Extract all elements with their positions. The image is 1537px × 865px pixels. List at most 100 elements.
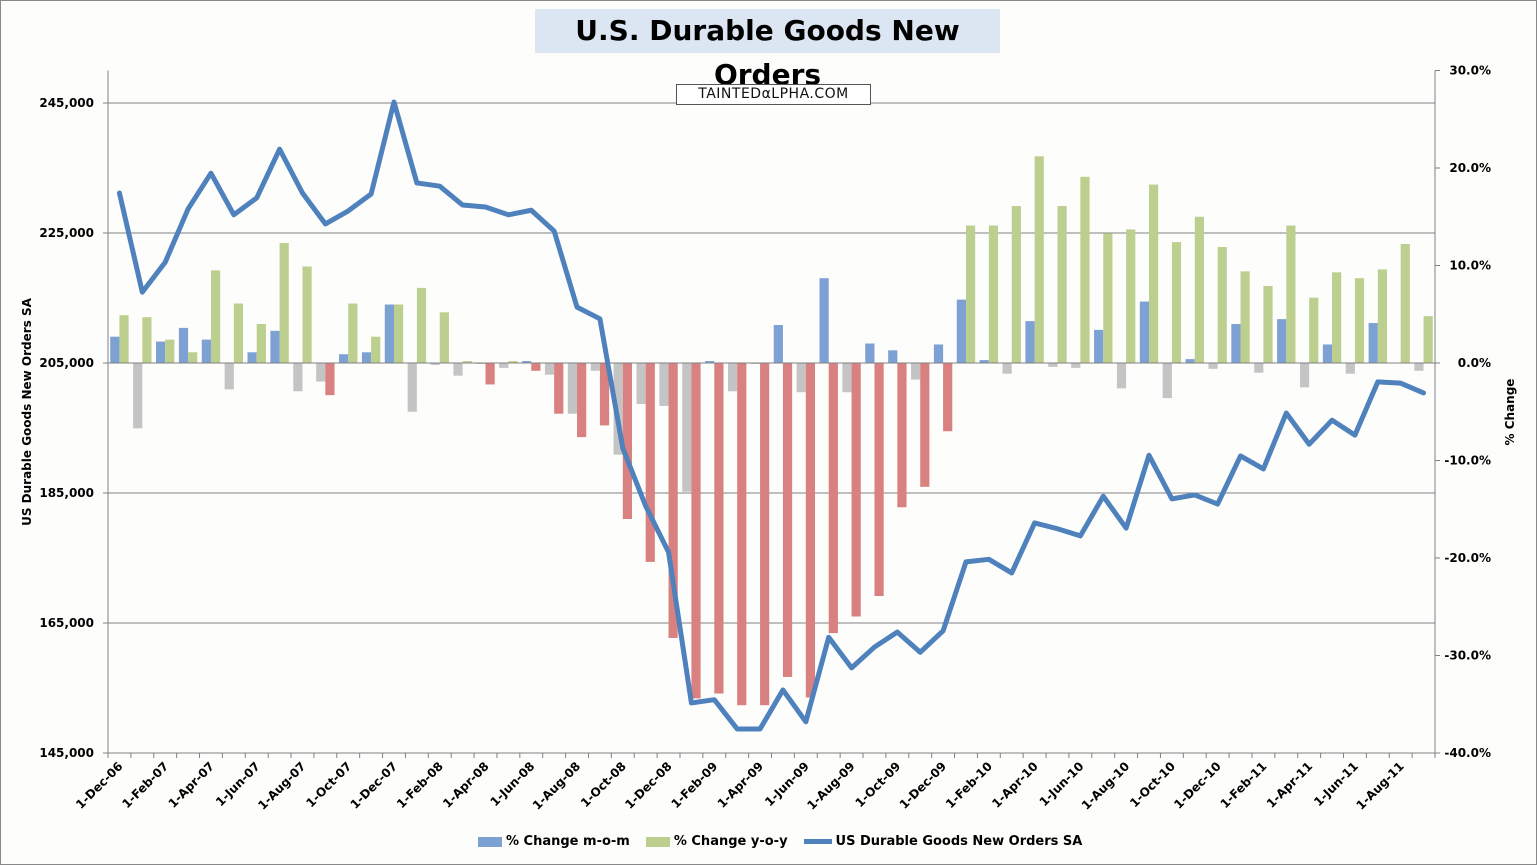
x-tick-label: 1-Apr-07 (166, 759, 217, 810)
bar-yoy (233, 303, 244, 363)
bar-mom (270, 330, 280, 363)
bar-yoy (485, 363, 495, 385)
bar-yoy (1194, 216, 1204, 363)
bar-yoy (1423, 316, 1433, 363)
bar-yoy (1217, 246, 1227, 363)
x-tick-label: 1-Apr-08 (440, 759, 491, 810)
bar-yoy (165, 339, 175, 363)
y-left-tick-label: 145,000 (39, 746, 94, 760)
bar-yoy (577, 363, 587, 438)
legend-item-yoy: % Change y-o-y (645, 834, 788, 849)
bar-mom (1094, 329, 1104, 363)
bar-mom (888, 350, 898, 363)
legend-item-mom: % Change m-o-m (478, 834, 630, 849)
bar-mom (1208, 363, 1218, 369)
x-tick-label: 1-Aug-11 (1353, 759, 1406, 812)
bar-mom (224, 363, 234, 390)
bar-mom (1368, 323, 1378, 363)
x-tick-label: 1-Apr-11 (1264, 759, 1315, 810)
bar-mom (796, 363, 806, 393)
bar-mom (1139, 301, 1150, 363)
bar-yoy (393, 304, 404, 363)
x-tick-label: 1-Oct-07 (303, 759, 354, 810)
bar-mom (430, 363, 440, 365)
y-left-tick-label: 205,000 (39, 356, 94, 370)
bar-mom (682, 363, 692, 492)
y-right-tick-label: 10.0% (1449, 259, 1491, 273)
bar-mom (384, 304, 394, 363)
x-tick-label: 1-Oct-09 (853, 759, 904, 810)
x-tick-label: 1-Apr-10 (989, 759, 1040, 810)
bar-yoy (1400, 244, 1410, 363)
bar-mom (842, 363, 852, 393)
bar-yoy (279, 243, 289, 363)
x-tick-label: 1-Feb-11 (1218, 759, 1270, 811)
bar-yoy (668, 363, 678, 638)
bar-mom (178, 327, 189, 363)
bar-yoy (760, 363, 770, 706)
bar-yoy (1354, 278, 1365, 363)
bar-mom (705, 361, 715, 363)
y-right-tick-label: -30.0% (1444, 649, 1491, 663)
bar-yoy (1057, 206, 1067, 363)
bar-yoy (691, 363, 701, 699)
x-tick-label: 1-Dec-08 (622, 759, 674, 811)
bar-yoy (943, 363, 953, 432)
bar-yoy (645, 363, 655, 562)
bar-mom (1299, 363, 1310, 388)
bar-yoy (874, 363, 884, 597)
y-right-tick-label: -20.0% (1444, 551, 1491, 565)
bar-mom (1116, 363, 1127, 389)
bar-yoy (805, 363, 816, 698)
y-right-tick-label: -10.0% (1444, 454, 1491, 468)
x-tick-label: 1-Feb-10 (943, 759, 995, 811)
x-tick-label: 1-Dec-06 (73, 759, 125, 811)
bar-yoy (531, 363, 541, 371)
bar-mom (773, 324, 783, 363)
y-right-tick-label: 0.0% (1458, 356, 1491, 370)
y-left-tick-label: 165,000 (39, 616, 94, 630)
bar-yoy (371, 336, 381, 363)
bar-mom (911, 363, 921, 380)
bar-mom (590, 363, 600, 371)
bar-yoy (210, 270, 221, 363)
bar-mom (1277, 319, 1287, 363)
x-tick-label: 1-Aug-09 (804, 759, 857, 812)
bar-mom (1414, 363, 1424, 371)
y-left-tick-label: 225,000 (39, 226, 94, 240)
y-right-tick-label: 30.0% (1449, 64, 1491, 78)
bar-yoy (988, 225, 999, 363)
y-right-tick-label: -40.0% (1444, 746, 1491, 760)
bar-mom (293, 363, 303, 392)
bar-yoy (188, 352, 198, 363)
orders-line (116, 99, 1427, 732)
x-tick-label: 1-Oct-10 (1127, 759, 1178, 810)
bar-mom (1231, 324, 1241, 363)
bar-mom (453, 363, 463, 376)
bar-mom (316, 363, 326, 382)
y-left-tick-label: 185,000 (39, 486, 94, 500)
bar-mom (247, 352, 257, 363)
legend-label-yoy: % Change y-o-y (673, 834, 788, 849)
bar-mom (1322, 344, 1333, 363)
bar-yoy (119, 315, 129, 363)
legend-swatch-yoy (645, 836, 670, 847)
bar-mom (339, 354, 349, 363)
bar-mom (1345, 363, 1355, 374)
bar-mom (956, 299, 966, 363)
bar-yoy (828, 363, 838, 634)
legend-swatch-mom (478, 836, 502, 847)
bar-yoy (1011, 206, 1021, 363)
bar-mom (133, 363, 143, 429)
x-tick-label: 1-Apr-09 (715, 759, 766, 810)
bar-mom (865, 343, 875, 363)
bar-yoy (714, 363, 724, 694)
bar-yoy (256, 324, 266, 363)
bar-yoy (1080, 176, 1090, 363)
x-tick-label: 1-Feb-07 (119, 759, 171, 811)
bar-yoy (1034, 156, 1044, 363)
watermark-logo: TAINTEDαLPHA.COM (676, 84, 871, 105)
bar-yoy (1126, 229, 1136, 363)
bar-yoy (599, 363, 610, 426)
